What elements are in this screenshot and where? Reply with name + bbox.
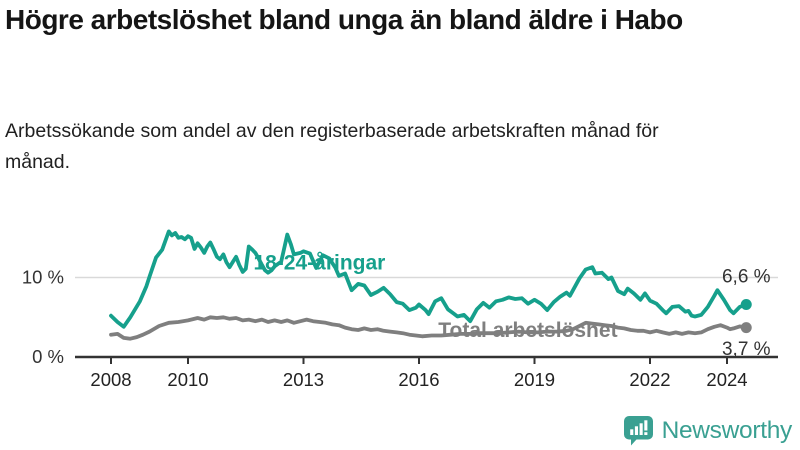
- series-line-young: [109, 229, 749, 329]
- end-value-label-total: 3,7 %: [722, 339, 771, 360]
- page-title: Högre arbetslöshet bland unga än bland ä…: [5, 4, 683, 35]
- y-tick-label-10-percent: 10 %: [22, 267, 64, 288]
- end-value-label-young: 6,6 %: [722, 266, 771, 287]
- bar-tall: [639, 423, 643, 435]
- chart-subtitle: Arbetssökande som andel av den registerb…: [5, 120, 659, 174]
- newsworthy-wordmark: Newsworthy: [661, 416, 793, 444]
- x-tick-label-2010: 2010: [167, 369, 208, 390]
- x-tick-label-2024: 2024: [706, 369, 747, 390]
- exclamation-dot: [643, 432, 647, 435]
- chart-figure: 2008 2010 2013 2016 2019 2022 2024 0 % 10 % 18-24…: [0, 205, 800, 405]
- x-tick-label-2019: 2019: [514, 369, 555, 390]
- bar-medium: [634, 426, 638, 435]
- bar-short: [629, 429, 633, 435]
- unemployment-line-chart: 2008 2010 2013 2016 2019 2022 2024 0 % 10 % 18-24…: [22, 229, 778, 390]
- x-tick-label-2016: 2016: [398, 369, 439, 390]
- series-line-total: [109, 315, 749, 341]
- exclamation-stem: [643, 420, 647, 431]
- newsworthy-bubble-chart-icon: [623, 416, 653, 446]
- series-label-young: 18-24-åringar: [253, 252, 385, 275]
- x-tick-label-2008: 2008: [90, 369, 131, 390]
- newsworthy-logo[interactable]: Newsworthy: [623, 415, 792, 446]
- x-tick-label-2013: 2013: [283, 369, 324, 390]
- series-end-dot-total: [740, 322, 752, 334]
- x-tick-label-2022: 2022: [629, 369, 670, 390]
- series-label-total: Total arbetslöshet: [438, 319, 617, 342]
- series-end-dot-young: [740, 299, 752, 311]
- y-tick-label-0-percent: 0 %: [32, 346, 64, 367]
